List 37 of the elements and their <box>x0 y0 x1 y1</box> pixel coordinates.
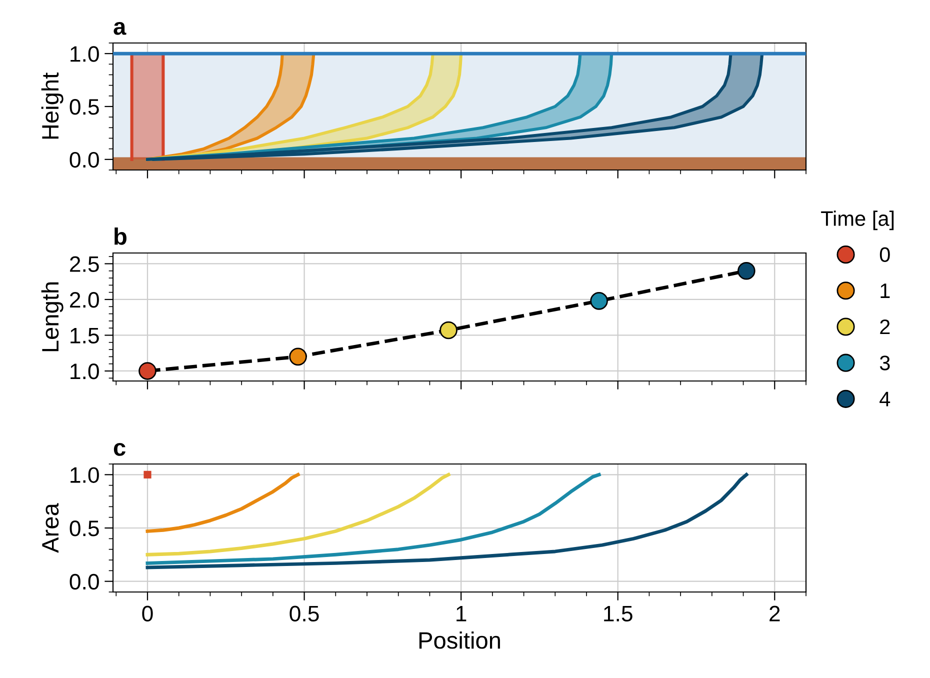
y-axis-title: Area <box>42 503 59 553</box>
legend-label: 1 <box>880 284 890 298</box>
legend-label: 0 <box>880 247 890 262</box>
point <box>440 321 458 340</box>
y-tick-label: 2.0 <box>70 292 99 308</box>
y-tick-label: 1.0 <box>70 364 99 380</box>
y-tick-label: 0.5 <box>70 520 99 536</box>
line-series <box>146 472 748 570</box>
x-tick-label: 1 <box>456 606 466 622</box>
chart-title: b <box>114 228 126 245</box>
legend-label: 2 <box>880 319 890 334</box>
y-tick-label: 1.0 <box>70 467 99 483</box>
x-tick-label: 0.5 <box>290 606 319 622</box>
x-tick-label: 1.5 <box>604 606 632 622</box>
point <box>738 262 756 280</box>
line-series <box>146 472 300 533</box>
line-series <box>146 472 450 556</box>
y-tick-label: 0.0 <box>70 152 99 168</box>
legend-label: 4 <box>880 392 890 406</box>
point <box>289 348 307 366</box>
chart-title: c <box>114 442 126 456</box>
y-tick-label: 1.5 <box>70 328 99 344</box>
x-tick-label: 2 <box>770 606 780 622</box>
point <box>590 292 608 310</box>
y-tick-label: 1.0 <box>70 46 99 62</box>
chart-title: a <box>114 22 126 35</box>
y-tick-label: 0.5 <box>70 99 99 115</box>
x-axis-title: Position <box>419 631 500 649</box>
legend-title: Time [a] <box>821 210 894 230</box>
y-axis-title: Height <box>41 72 64 139</box>
y-tick-label: 0.0 <box>70 574 99 590</box>
line-series <box>146 472 601 565</box>
y-axis-title: Length <box>41 282 64 352</box>
x-tick-label: 0 <box>142 606 153 622</box>
legend-label: 3 <box>880 356 890 370</box>
point <box>138 362 156 380</box>
y-tick-label: 2.5 <box>70 256 99 272</box>
